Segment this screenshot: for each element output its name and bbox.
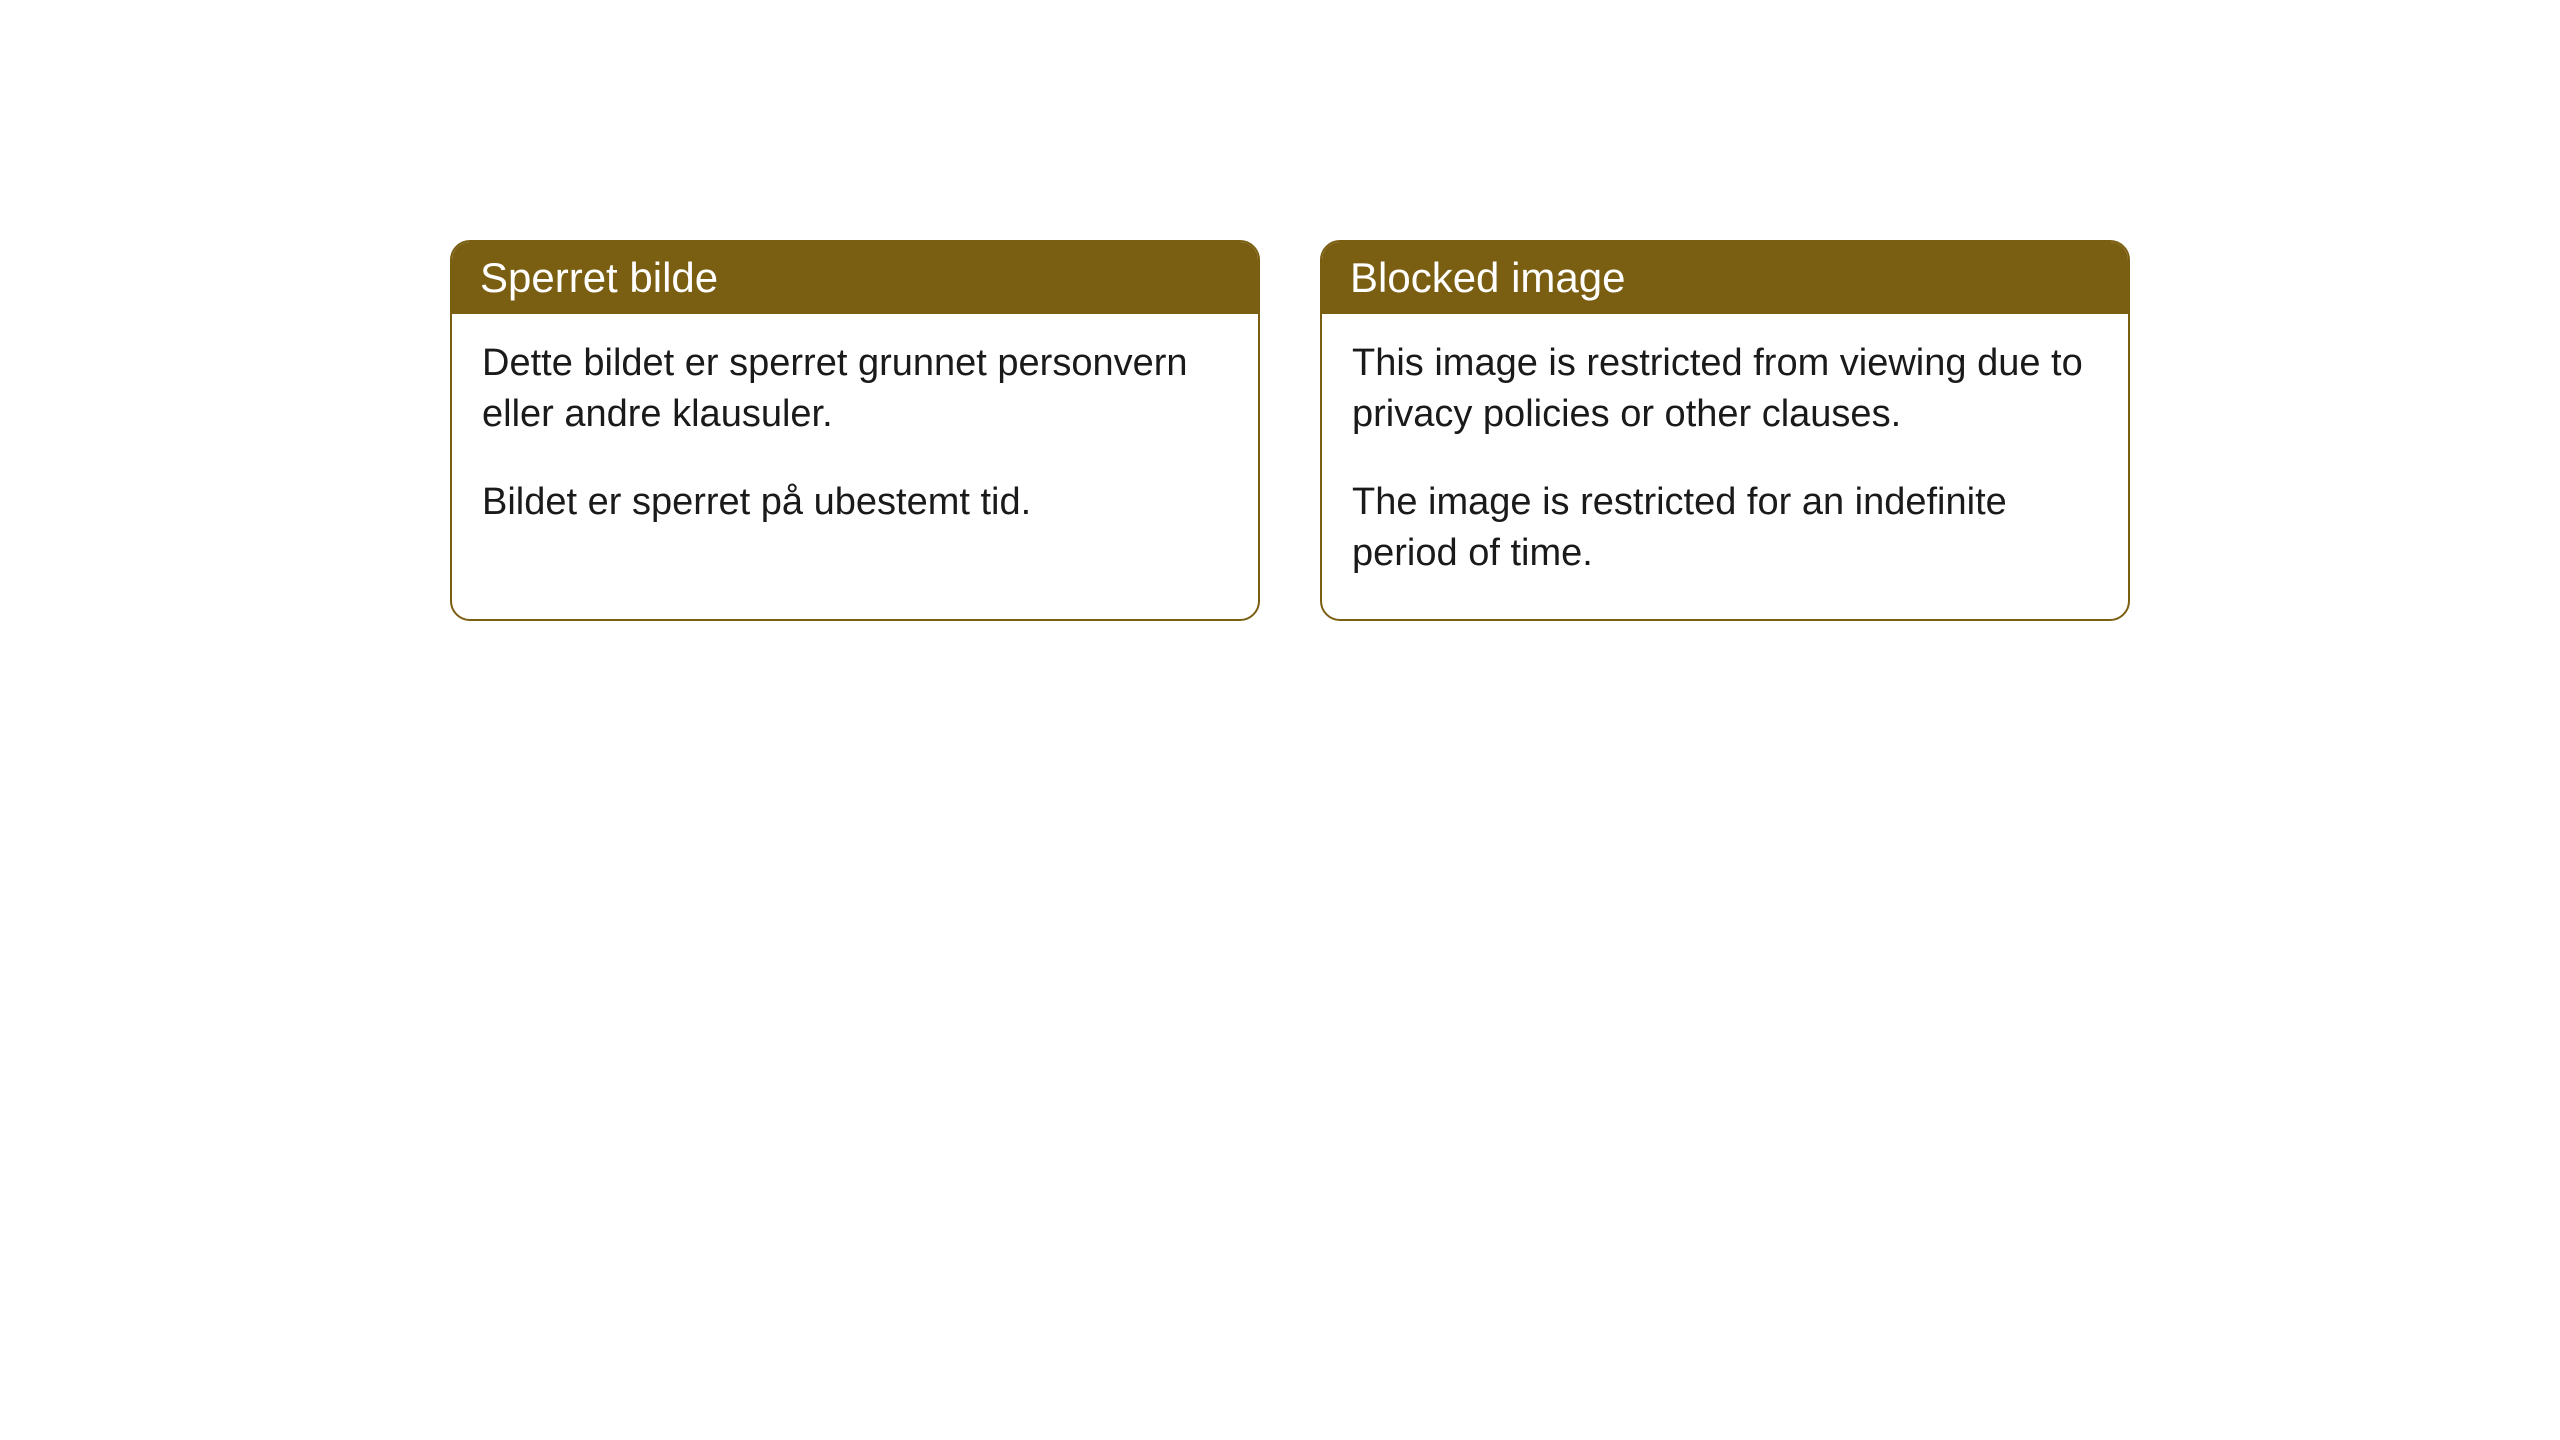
card-body: Dette bildet er sperret grunnet personve… [452, 314, 1258, 568]
card-paragraph: This image is restricted from viewing du… [1352, 338, 2098, 441]
card-paragraph: The image is restricted for an indefinit… [1352, 477, 2098, 580]
card-header: Sperret bilde [452, 242, 1258, 314]
blocked-image-card-english: Blocked image This image is restricted f… [1320, 240, 2130, 621]
card-title: Sperret bilde [480, 254, 718, 301]
card-header: Blocked image [1322, 242, 2128, 314]
card-paragraph: Dette bildet er sperret grunnet personve… [482, 338, 1228, 441]
card-paragraph: Bildet er sperret på ubestemt tid. [482, 477, 1228, 528]
blocked-image-card-norwegian: Sperret bilde Dette bildet er sperret gr… [450, 240, 1260, 621]
card-title: Blocked image [1350, 254, 1625, 301]
cards-container: Sperret bilde Dette bildet er sperret gr… [450, 240, 2130, 621]
card-body: This image is restricted from viewing du… [1322, 314, 2128, 619]
